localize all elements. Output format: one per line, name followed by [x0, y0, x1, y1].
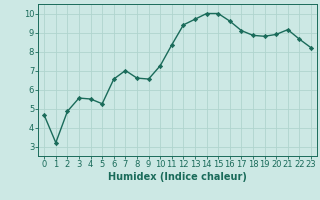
X-axis label: Humidex (Indice chaleur): Humidex (Indice chaleur) — [108, 172, 247, 182]
